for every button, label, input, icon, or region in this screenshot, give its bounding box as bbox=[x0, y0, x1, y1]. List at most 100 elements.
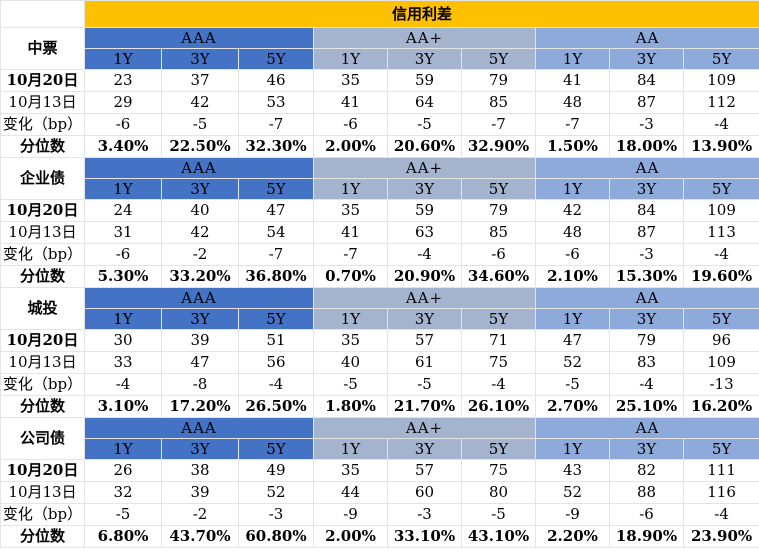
spread-value-cell: 2.20% bbox=[535, 525, 610, 548]
spread-value-cell: 43 bbox=[535, 459, 610, 482]
spread-value-cell: 34.60% bbox=[461, 265, 536, 288]
spread-value-cell: -7 bbox=[238, 113, 314, 136]
spread-value-cell: 82 bbox=[609, 459, 684, 482]
spread-value-cell: -9 bbox=[535, 503, 610, 526]
spread-value-cell: 41 bbox=[313, 91, 388, 114]
row-current-date: 10月20日 26 38 49 35 57 75 43 82 111 bbox=[0, 459, 759, 482]
spread-value-cell: -13 bbox=[682, 373, 759, 396]
tenor-header: 3Y bbox=[161, 308, 239, 330]
tenor-header: 5Y bbox=[682, 48, 759, 70]
spread-value-cell: -4 bbox=[682, 243, 759, 266]
row-percentile: 分位数 3.10% 17.20% 26.50% 1.80% 21.70% 26.10% 2.7… bbox=[0, 395, 759, 418]
spread-value-cell: 43.10% bbox=[461, 525, 536, 548]
spread-value-cell: 60.80% bbox=[238, 525, 314, 548]
spread-value-cell: 30 bbox=[84, 329, 162, 352]
spread-value-cell: 32.30% bbox=[238, 135, 314, 158]
spread-value-cell: -5 bbox=[313, 373, 388, 396]
spread-value-cell: 6.80% bbox=[84, 525, 162, 548]
row-label: 10月20日 bbox=[0, 459, 85, 482]
tenor-header: 3Y bbox=[161, 48, 239, 70]
spread-value-cell: 3.40% bbox=[84, 135, 162, 158]
section-name: 企业债 bbox=[0, 157, 85, 200]
spread-value-cell: 31 bbox=[84, 221, 162, 244]
row-label: 10月13日 bbox=[0, 91, 85, 114]
row-percentile: 分位数 6.80% 43.70% 60.80% 2.00% 33.10% 43.10% 2.2… bbox=[0, 525, 759, 548]
tenor-header: 5Y bbox=[238, 438, 314, 460]
tenor-header: 3Y bbox=[609, 308, 684, 330]
spread-value-cell: 26.50% bbox=[238, 395, 314, 418]
spread-value-cell: -7 bbox=[238, 243, 314, 266]
spread-value-cell: 111 bbox=[682, 459, 759, 482]
spread-value-cell: 39 bbox=[161, 481, 239, 504]
spread-value-cell: 52 bbox=[238, 481, 314, 504]
spread-value-cell: 85 bbox=[461, 91, 536, 114]
spread-value-cell: 52 bbox=[535, 481, 610, 504]
tenor-header: 1Y bbox=[313, 438, 388, 460]
rating-group-row: 企业债 AAA AA+ AA bbox=[0, 157, 759, 200]
spread-value-cell: 51 bbox=[238, 329, 314, 352]
row-label: 10月20日 bbox=[0, 329, 85, 352]
spread-value-cell: 43.70% bbox=[161, 525, 239, 548]
spread-value-cell: 32.90% bbox=[461, 135, 536, 158]
row-change-bp: 变化（bp） -6 -5 -7 -6 -5 -7 -7 -3 -4 bbox=[0, 113, 759, 136]
row-label: 10月13日 bbox=[0, 351, 85, 374]
spread-value-cell: 56 bbox=[238, 351, 314, 374]
spread-value-cell: 96 bbox=[682, 329, 759, 352]
rating-group-header: AA+ bbox=[313, 287, 536, 309]
spread-value-cell: 40 bbox=[313, 351, 388, 374]
spread-value-cell: 79 bbox=[461, 69, 536, 92]
spread-value-cell: -7 bbox=[535, 113, 610, 136]
spread-value-cell: 1.50% bbox=[535, 135, 610, 158]
spread-value-cell: 21.70% bbox=[387, 395, 462, 418]
spread-value-cell: 79 bbox=[461, 199, 536, 222]
spread-value-cell: 109 bbox=[682, 69, 759, 92]
spread-value-cell: 16.20% bbox=[682, 395, 759, 418]
spread-value-cell: -4 bbox=[387, 243, 462, 266]
spread-value-cell: 24 bbox=[84, 199, 162, 222]
spread-value-cell: 75 bbox=[461, 459, 536, 482]
table-title: 信用利差 bbox=[83, 0, 759, 28]
spread-value-cell: -9 bbox=[313, 503, 388, 526]
tenor-header: 5Y bbox=[461, 178, 536, 200]
spread-value-cell: -7 bbox=[313, 243, 388, 266]
spread-value-cell: 57 bbox=[387, 459, 462, 482]
rating-group-header: AA bbox=[534, 287, 759, 309]
spread-value-cell: 113 bbox=[682, 221, 759, 244]
spread-value-cell: 84 bbox=[609, 69, 684, 92]
tenor-header: 1Y bbox=[535, 308, 610, 330]
row-change-bp: 变化（bp） -5 -2 -3 -9 -3 -5 -9 -6 -4 bbox=[0, 503, 759, 526]
row-label: 变化（bp） bbox=[0, 113, 85, 136]
row-label: 分位数 bbox=[0, 395, 85, 418]
tenor-header: 3Y bbox=[387, 178, 462, 200]
spread-value-cell: 46 bbox=[238, 69, 314, 92]
spread-value-cell: -6 bbox=[313, 113, 388, 136]
tenor-header: 1Y bbox=[535, 438, 610, 460]
spread-value-cell: 38 bbox=[161, 459, 239, 482]
spread-value-cell: 20.90% bbox=[387, 265, 462, 288]
tenor-header: 1Y bbox=[313, 178, 388, 200]
spread-value-cell: 80 bbox=[461, 481, 536, 504]
spread-value-cell: 49 bbox=[238, 459, 314, 482]
row-label: 变化（bp） bbox=[0, 373, 85, 396]
spread-value-cell: -4 bbox=[609, 373, 684, 396]
spread-value-cell: 36.80% bbox=[238, 265, 314, 288]
spread-value-cell: 116 bbox=[682, 481, 759, 504]
spread-value-cell: -6 bbox=[609, 503, 684, 526]
spread-value-cell: -6 bbox=[84, 113, 162, 136]
spread-value-cell: 64 bbox=[387, 91, 462, 114]
spread-value-cell: 5.30% bbox=[84, 265, 162, 288]
tenor-header: 3Y bbox=[161, 178, 239, 200]
tenor-header: 3Y bbox=[609, 48, 684, 70]
spread-value-cell: 109 bbox=[682, 199, 759, 222]
spread-value-cell: 79 bbox=[609, 329, 684, 352]
spread-value-cell: 83 bbox=[609, 351, 684, 374]
spread-value-cell: 18.90% bbox=[609, 525, 684, 548]
rating-group-row: 城投 AAA AA+ AA bbox=[0, 287, 759, 330]
row-change-bp: 变化（bp） -6 -2 -7 -7 -4 -6 -6 -3 -4 bbox=[0, 243, 759, 266]
spread-value-cell: 42 bbox=[535, 199, 610, 222]
tenor-header: 5Y bbox=[461, 438, 536, 460]
spread-value-cell: 40 bbox=[161, 199, 239, 222]
rating-group-header: AAA bbox=[84, 157, 314, 179]
row-label: 分位数 bbox=[0, 265, 85, 288]
